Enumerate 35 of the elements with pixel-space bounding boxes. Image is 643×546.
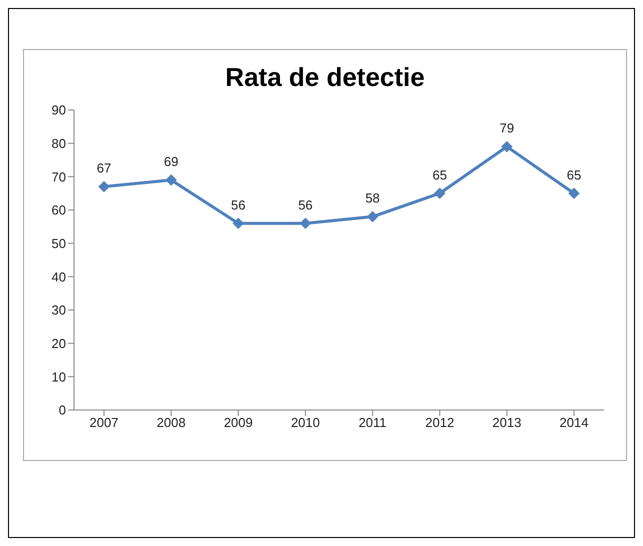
y-tick-label: 80 (52, 136, 66, 151)
y-tick-label: 40 (52, 269, 66, 284)
x-tick-label: 2013 (492, 415, 522, 430)
x-tick-label: 2008 (156, 415, 186, 430)
data-label: 56 (231, 197, 246, 212)
data-label: 67 (96, 160, 112, 176)
x-tick-label: 2007 (90, 415, 118, 430)
x-tick-label: 2010 (290, 415, 320, 430)
data-label: 58 (365, 190, 380, 206)
point (568, 188, 580, 199)
data-label: 65 (432, 167, 447, 182)
point (300, 218, 311, 229)
y-tick-label: 60 (52, 202, 66, 218)
y-tick-label: 50 (52, 236, 66, 251)
y-tick-label: 10 (52, 369, 66, 384)
point (98, 181, 110, 192)
data-label: 79 (500, 120, 514, 136)
y-tick-label: 0 (58, 402, 66, 418)
y-tick-label: 30 (52, 302, 66, 318)
point (232, 218, 244, 229)
point (166, 174, 177, 186)
point (501, 141, 512, 152)
data-label: 65 (566, 167, 582, 182)
y-tick-label: 20 (52, 336, 66, 351)
data-label: 56 (298, 197, 313, 212)
x-tick-label: 2009 (224, 415, 253, 430)
data-label: 69 (164, 154, 178, 169)
y-tick-label: 70 (52, 169, 66, 184)
x-tick-label: 2014 (560, 415, 588, 430)
x-tick-label: 2012 (425, 415, 454, 430)
chart-title: Rata de detectie (224, 62, 426, 94)
point (367, 211, 378, 222)
x-tick-label: 2011 (358, 415, 387, 430)
y-tick-label: 90 (52, 102, 66, 118)
point (434, 188, 446, 199)
